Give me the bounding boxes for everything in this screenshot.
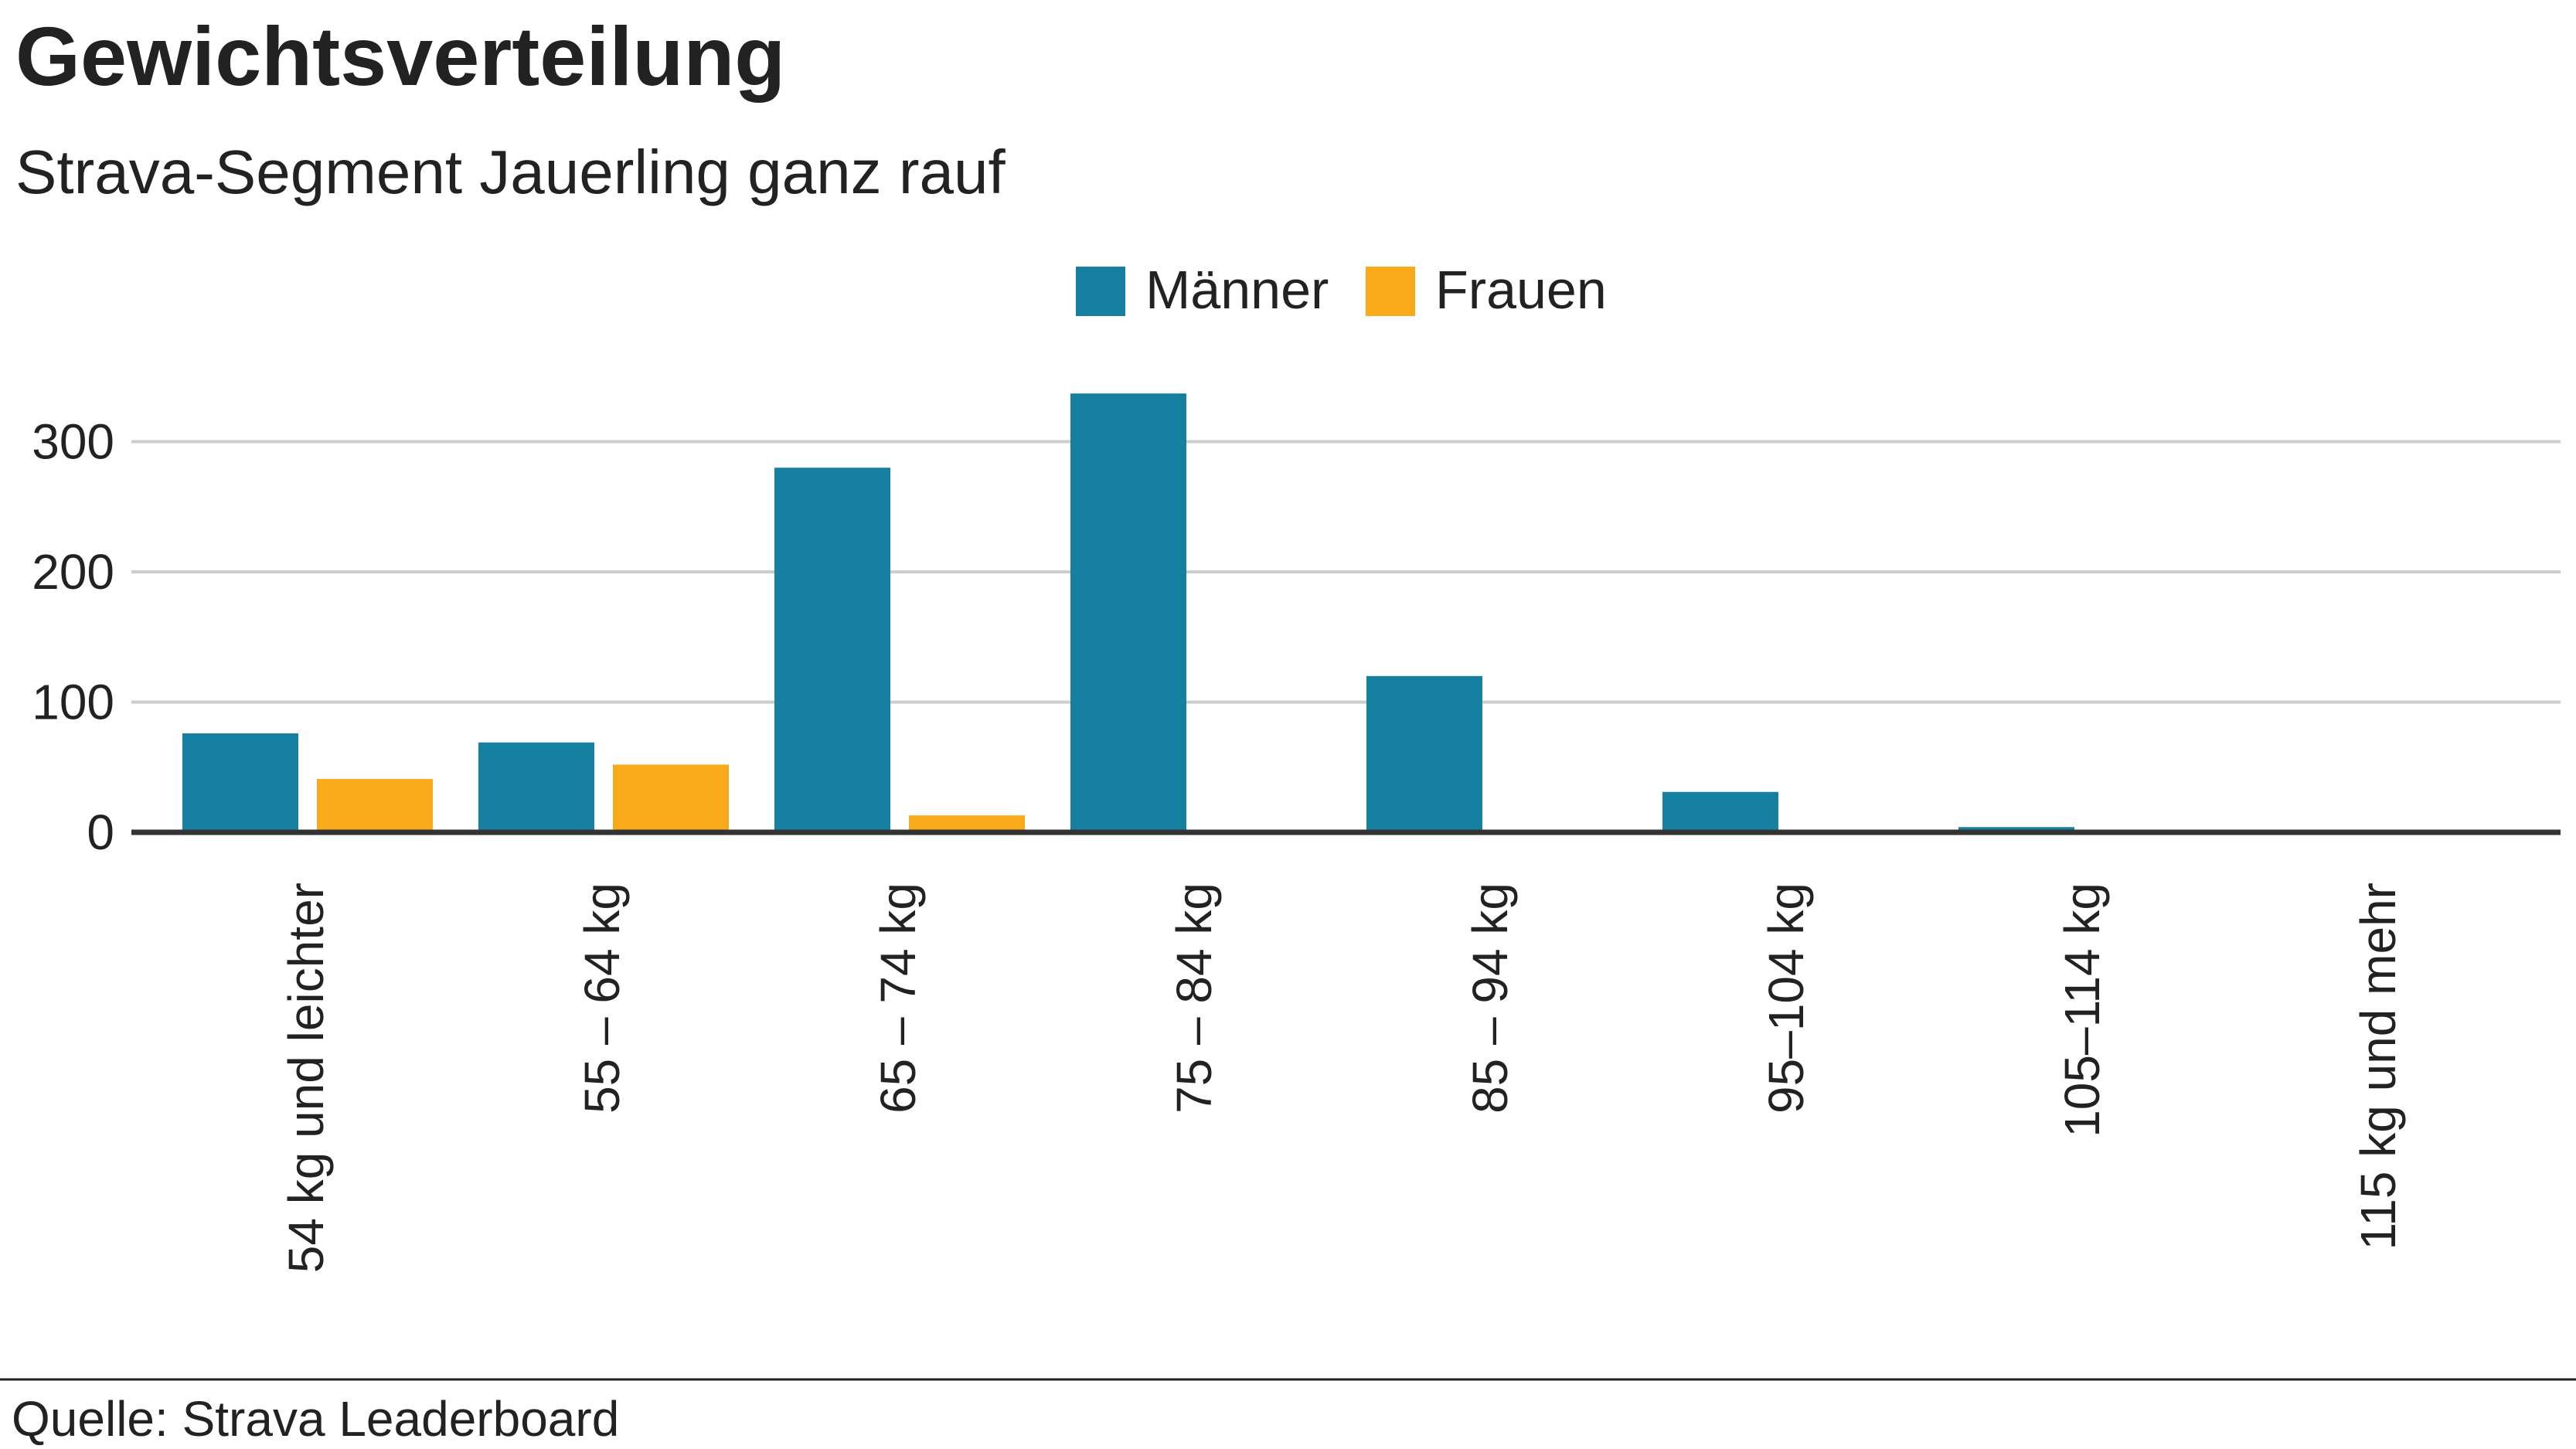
legend: Männer Frauen xyxy=(1076,260,1607,320)
bar-maenner xyxy=(478,742,594,832)
bar-frauen xyxy=(317,778,433,832)
legend-swatch-maenner xyxy=(1076,267,1125,316)
chart-title: Gewichtsverteilung xyxy=(15,9,785,103)
bar-maenner xyxy=(182,733,298,832)
y-tick-label: 200 xyxy=(32,544,114,600)
bars xyxy=(182,393,2074,832)
bar-frauen xyxy=(613,764,729,832)
source-note: Quelle: Strava Leaderboard xyxy=(12,1391,619,1447)
x-tick-label: 65 – 74 kg xyxy=(870,883,926,1114)
x-axis: 54 kg und leichter 55 – 64 kg 65 – 74 kg 75… xyxy=(278,883,2406,1273)
y-tick-label: 0 xyxy=(87,804,114,860)
y-axis: 0 100 200 300 xyxy=(32,414,114,861)
y-tick-label: 100 xyxy=(32,675,114,730)
x-tick-label: 105–114 kg xyxy=(2054,883,2110,1138)
legend-swatch-frauen xyxy=(1366,267,1415,316)
gridlines xyxy=(131,440,2561,704)
x-tick-label: 55 – 64 kg xyxy=(574,883,630,1114)
x-tick-label: 75 – 84 kg xyxy=(1166,883,1222,1114)
x-tick-label: 95–104 kg xyxy=(1758,883,1814,1114)
bar-maenner xyxy=(1366,675,1482,832)
bar-frauen xyxy=(909,815,1025,832)
y-tick-label: 300 xyxy=(32,414,114,470)
bar-maenner xyxy=(774,468,890,832)
x-tick-label: 85 – 94 kg xyxy=(1462,883,1518,1114)
x-tick-label: 115 kg und mehr xyxy=(2350,883,2406,1250)
legend-label: Frauen xyxy=(1435,260,1607,320)
bar-maenner xyxy=(1070,393,1186,832)
chart-subtitle: Strava-Segment Jauerling ganz rauf xyxy=(15,138,1006,206)
bar-maenner xyxy=(1662,791,1778,832)
x-tick-label: 54 kg und leichter xyxy=(278,883,334,1273)
legend-label: Männer xyxy=(1145,260,1329,320)
